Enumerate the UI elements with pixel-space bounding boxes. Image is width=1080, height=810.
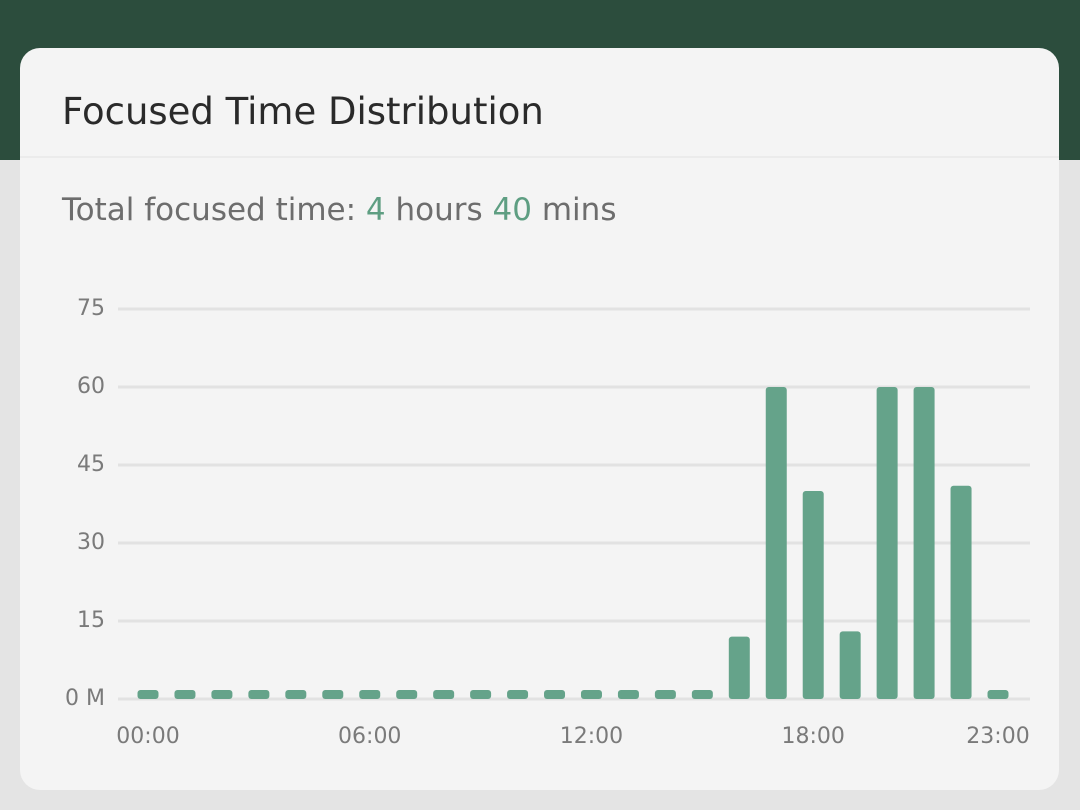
y-tick-label: 75: [77, 296, 105, 321]
y-tick-label: 15: [77, 608, 105, 633]
bar: [839, 631, 861, 699]
divider: [20, 156, 1059, 158]
hours-value: 4: [365, 192, 386, 228]
bar: [211, 690, 233, 699]
y-tick-label: 30: [77, 530, 105, 555]
bar: [359, 690, 381, 699]
bar: [987, 690, 1009, 699]
bar: [802, 491, 824, 699]
x-tick-label: 12:00: [560, 724, 623, 749]
summary: Total focused time: 4 hours 40 mins: [62, 192, 616, 228]
bar: [248, 690, 270, 699]
minutes-unit: mins: [541, 192, 617, 228]
bar: [507, 690, 529, 699]
minutes-value: 40: [492, 192, 532, 228]
y-tick-label: 0 M: [65, 686, 105, 711]
bar: [654, 690, 676, 699]
bar: [765, 387, 787, 699]
bar: [433, 690, 455, 699]
x-tick-label: 06:00: [338, 724, 401, 749]
bar: [580, 690, 602, 699]
x-tick-label: 18:00: [782, 724, 845, 749]
bar: [617, 690, 639, 699]
x-tick-label: 00:00: [116, 724, 179, 749]
x-tick-label: 23:00: [966, 724, 1029, 749]
bar: [544, 690, 566, 699]
bar: [322, 690, 344, 699]
bar: [876, 387, 898, 699]
hours-unit: hours: [395, 192, 483, 228]
bar: [174, 690, 196, 699]
bar: [913, 387, 935, 699]
bar: [691, 690, 713, 699]
y-tick-label: 60: [77, 374, 105, 399]
bar: [396, 690, 418, 699]
card-title: Focused Time Distribution: [62, 90, 544, 133]
bar: [470, 690, 492, 699]
bar: [137, 690, 159, 699]
y-tick-label: 45: [77, 452, 105, 477]
bar: [728, 636, 750, 699]
bar: [950, 485, 972, 699]
summary-label: Total focused time:: [62, 192, 357, 228]
bar: [285, 690, 307, 699]
